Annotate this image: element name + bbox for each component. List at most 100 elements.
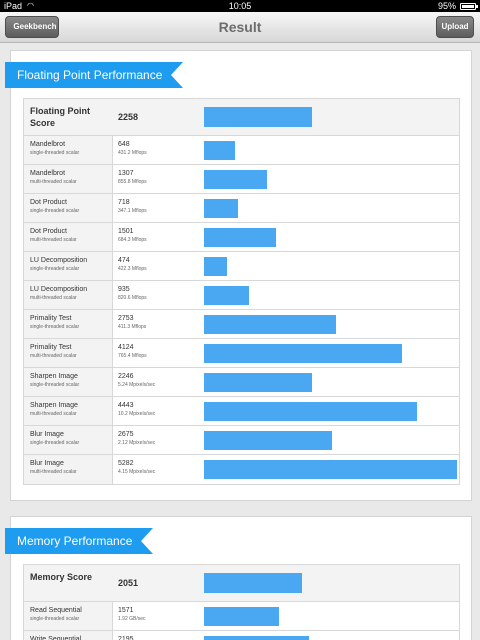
benchmark-score: 935 — [118, 286, 130, 293]
benchmark-score: 5282 — [118, 460, 134, 467]
benchmark-score-bar — [204, 373, 312, 392]
floating-point-table: Floating Point Score 2258 Mandelbrot single… — [23, 98, 460, 485]
carrier-label: iPad — [4, 1, 23, 11]
benchmark-mode: single-threaded scalar — [30, 440, 80, 446]
benchmark-score: 2195 — [118, 636, 134, 640]
benchmark-row: Mandelbrot single-threaded scalar 648 431.2… — [24, 136, 459, 165]
benchmark-name: Write Sequential — [30, 636, 82, 640]
benchmark-score: 648 — [118, 141, 130, 148]
benchmark-score-bar — [204, 141, 235, 160]
benchmark-rate: 431.2 Mflops — [118, 150, 147, 156]
benchmark-row: Sharpen Image single-threaded scalar 2246 5… — [24, 368, 459, 397]
benchmark-row: Blur Image multi-threaded scalar 5282 4.15 … — [24, 455, 459, 484]
benchmark-score-bar — [204, 257, 227, 276]
row-name-cell: Primality Test single-threaded scalar — [24, 310, 113, 338]
row-name-cell: Dot Product single-threaded scalar — [24, 194, 113, 222]
benchmark-mode: multi-threaded scalar — [30, 295, 77, 301]
summary-score: 2258 — [118, 112, 139, 122]
benchmark-name: Blur Image — [30, 431, 64, 438]
benchmark-rate: 855.8 Mflops — [118, 179, 147, 185]
benchmark-mode: multi-threaded scalar — [30, 179, 77, 185]
benchmark-score-bar — [204, 228, 276, 247]
benchmark-rate: 10.2 Mpixels/sec — [118, 411, 156, 417]
benchmark-score: 4443 — [118, 402, 134, 409]
row-name-cell: Primality Test multi-threaded scalar — [24, 339, 113, 367]
benchmark-score: 718 — [118, 199, 130, 206]
benchmark-row: LU Decomposition single-threaded scalar 47… — [24, 252, 459, 281]
benchmark-score: 2675 — [118, 431, 134, 438]
benchmark-row: Sharpen Image multi-threaded scalar 4443 10… — [24, 397, 459, 426]
benchmark-mode: single-threaded scalar — [30, 266, 80, 272]
row-name-cell: Memory Score — [24, 565, 113, 601]
benchmark-rate: 765.4 Mflops — [118, 353, 147, 359]
benchmark-rate: 2.12 Mpixels/sec — [118, 440, 156, 446]
benchmark-name: Mandelbrot — [30, 141, 66, 148]
memory-table: Memory Score 2051 Read Sequential single-th… — [23, 564, 460, 640]
benchmark-rate: 1.92 GB/sec — [118, 616, 146, 622]
row-name-cell: Read Sequential single-threaded scalar — [24, 602, 113, 630]
benchmark-mode: multi-threaded scalar — [30, 411, 77, 417]
benchmark-score-bar — [204, 344, 402, 363]
benchmark-name: Sharpen Image — [30, 402, 78, 409]
benchmark-name: LU Decomposition — [30, 257, 88, 264]
benchmark-score-bar — [204, 607, 279, 626]
floating-point-panel: Floating Point Performance Floating Poin… — [5, 50, 472, 501]
benchmark-score: 2246 — [118, 373, 134, 380]
benchmark-row: Primality Test single-threaded scalar 2753… — [24, 310, 459, 339]
benchmark-mode: multi-threaded scalar — [30, 237, 77, 243]
benchmark-name: Mandelbrot — [30, 170, 66, 177]
benchmark-score: 1307 — [118, 170, 134, 177]
benchmark-row: Read Sequential single-threaded scalar 157… — [24, 602, 459, 631]
benchmark-name: Sharpen Image — [30, 373, 78, 380]
benchmark-score-bar — [204, 431, 332, 450]
benchmark-row: Primality Test multi-threaded scalar 4124 7… — [24, 339, 459, 368]
benchmark-score: 1501 — [118, 228, 134, 235]
navigation-bar: Geekbench Result Upload — [0, 12, 480, 43]
benchmark-name: Dot Product — [30, 228, 67, 235]
summary-score: 2051 — [118, 578, 139, 588]
row-name-cell: Sharpen Image single-threaded scalar — [24, 368, 113, 396]
benchmark-mode: single-threaded scalar — [30, 324, 80, 330]
score-summary-row: Floating Point Score 2258 — [24, 99, 459, 136]
status-time: 10:05 — [228, 1, 252, 11]
row-name-cell: LU Decomposition single-threaded scalar — [24, 252, 113, 280]
benchmark-mode: single-threaded scalar — [30, 150, 80, 156]
battery-icon — [460, 3, 478, 10]
benchmark-rate: 411.3 Mflops — [118, 324, 147, 330]
benchmark-score-bar — [204, 286, 249, 305]
upload-button[interactable]: Upload — [436, 16, 474, 38]
summary-score-bar — [204, 107, 312, 127]
benchmark-mode: single-threaded scalar — [30, 208, 80, 214]
benchmark-name: Dot Product — [30, 199, 67, 206]
benchmark-row: Dot Product multi-threaded scalar 1501 684.… — [24, 223, 459, 252]
benchmark-name: Primality Test — [30, 344, 72, 351]
benchmark-row: Dot Product single-threaded scalar 718 347.… — [24, 194, 459, 223]
status-bar: iPad ◠ 10:05 95% — [0, 0, 480, 12]
benchmark-row: LU Decomposition multi-threaded scalar 935… — [24, 281, 459, 310]
benchmark-score-bar — [204, 402, 417, 421]
benchmark-mode: multi-threaded scalar — [30, 469, 77, 475]
benchmark-mode: multi-threaded scalar — [30, 353, 77, 359]
page-title: Result — [218, 19, 262, 35]
row-name-cell: Dot Product multi-threaded scalar — [24, 223, 113, 251]
benchmark-score-bar — [204, 315, 336, 334]
benchmark-rate: 5.24 Mpixels/sec — [118, 382, 156, 388]
benchmark-rate: 347.1 Mflops — [118, 208, 147, 214]
row-name-cell: Blur Image multi-threaded scalar — [24, 455, 113, 484]
back-button[interactable]: Geekbench — [5, 16, 59, 38]
benchmark-mode: single-threaded scalar — [30, 382, 80, 388]
summary-score-bar — [204, 573, 302, 593]
benchmark-score: 4124 — [118, 344, 134, 351]
benchmark-score-bar — [204, 199, 238, 218]
benchmark-mode: single-threaded scalar — [30, 616, 80, 622]
row-name-cell: Floating Point Score — [24, 99, 113, 135]
section-header-floating-point: Floating Point Performance — [5, 62, 183, 88]
row-name-cell: Mandelbrot single-threaded scalar — [24, 136, 113, 164]
benchmark-name: Read Sequential — [30, 607, 82, 614]
benchmark-row: Mandelbrot multi-threaded scalar 1307 855.8… — [24, 165, 459, 194]
benchmark-score: 1571 — [118, 607, 134, 614]
section-header-memory: Memory Performance — [5, 528, 153, 554]
benchmark-rate: 684.3 Mflops — [118, 237, 147, 243]
